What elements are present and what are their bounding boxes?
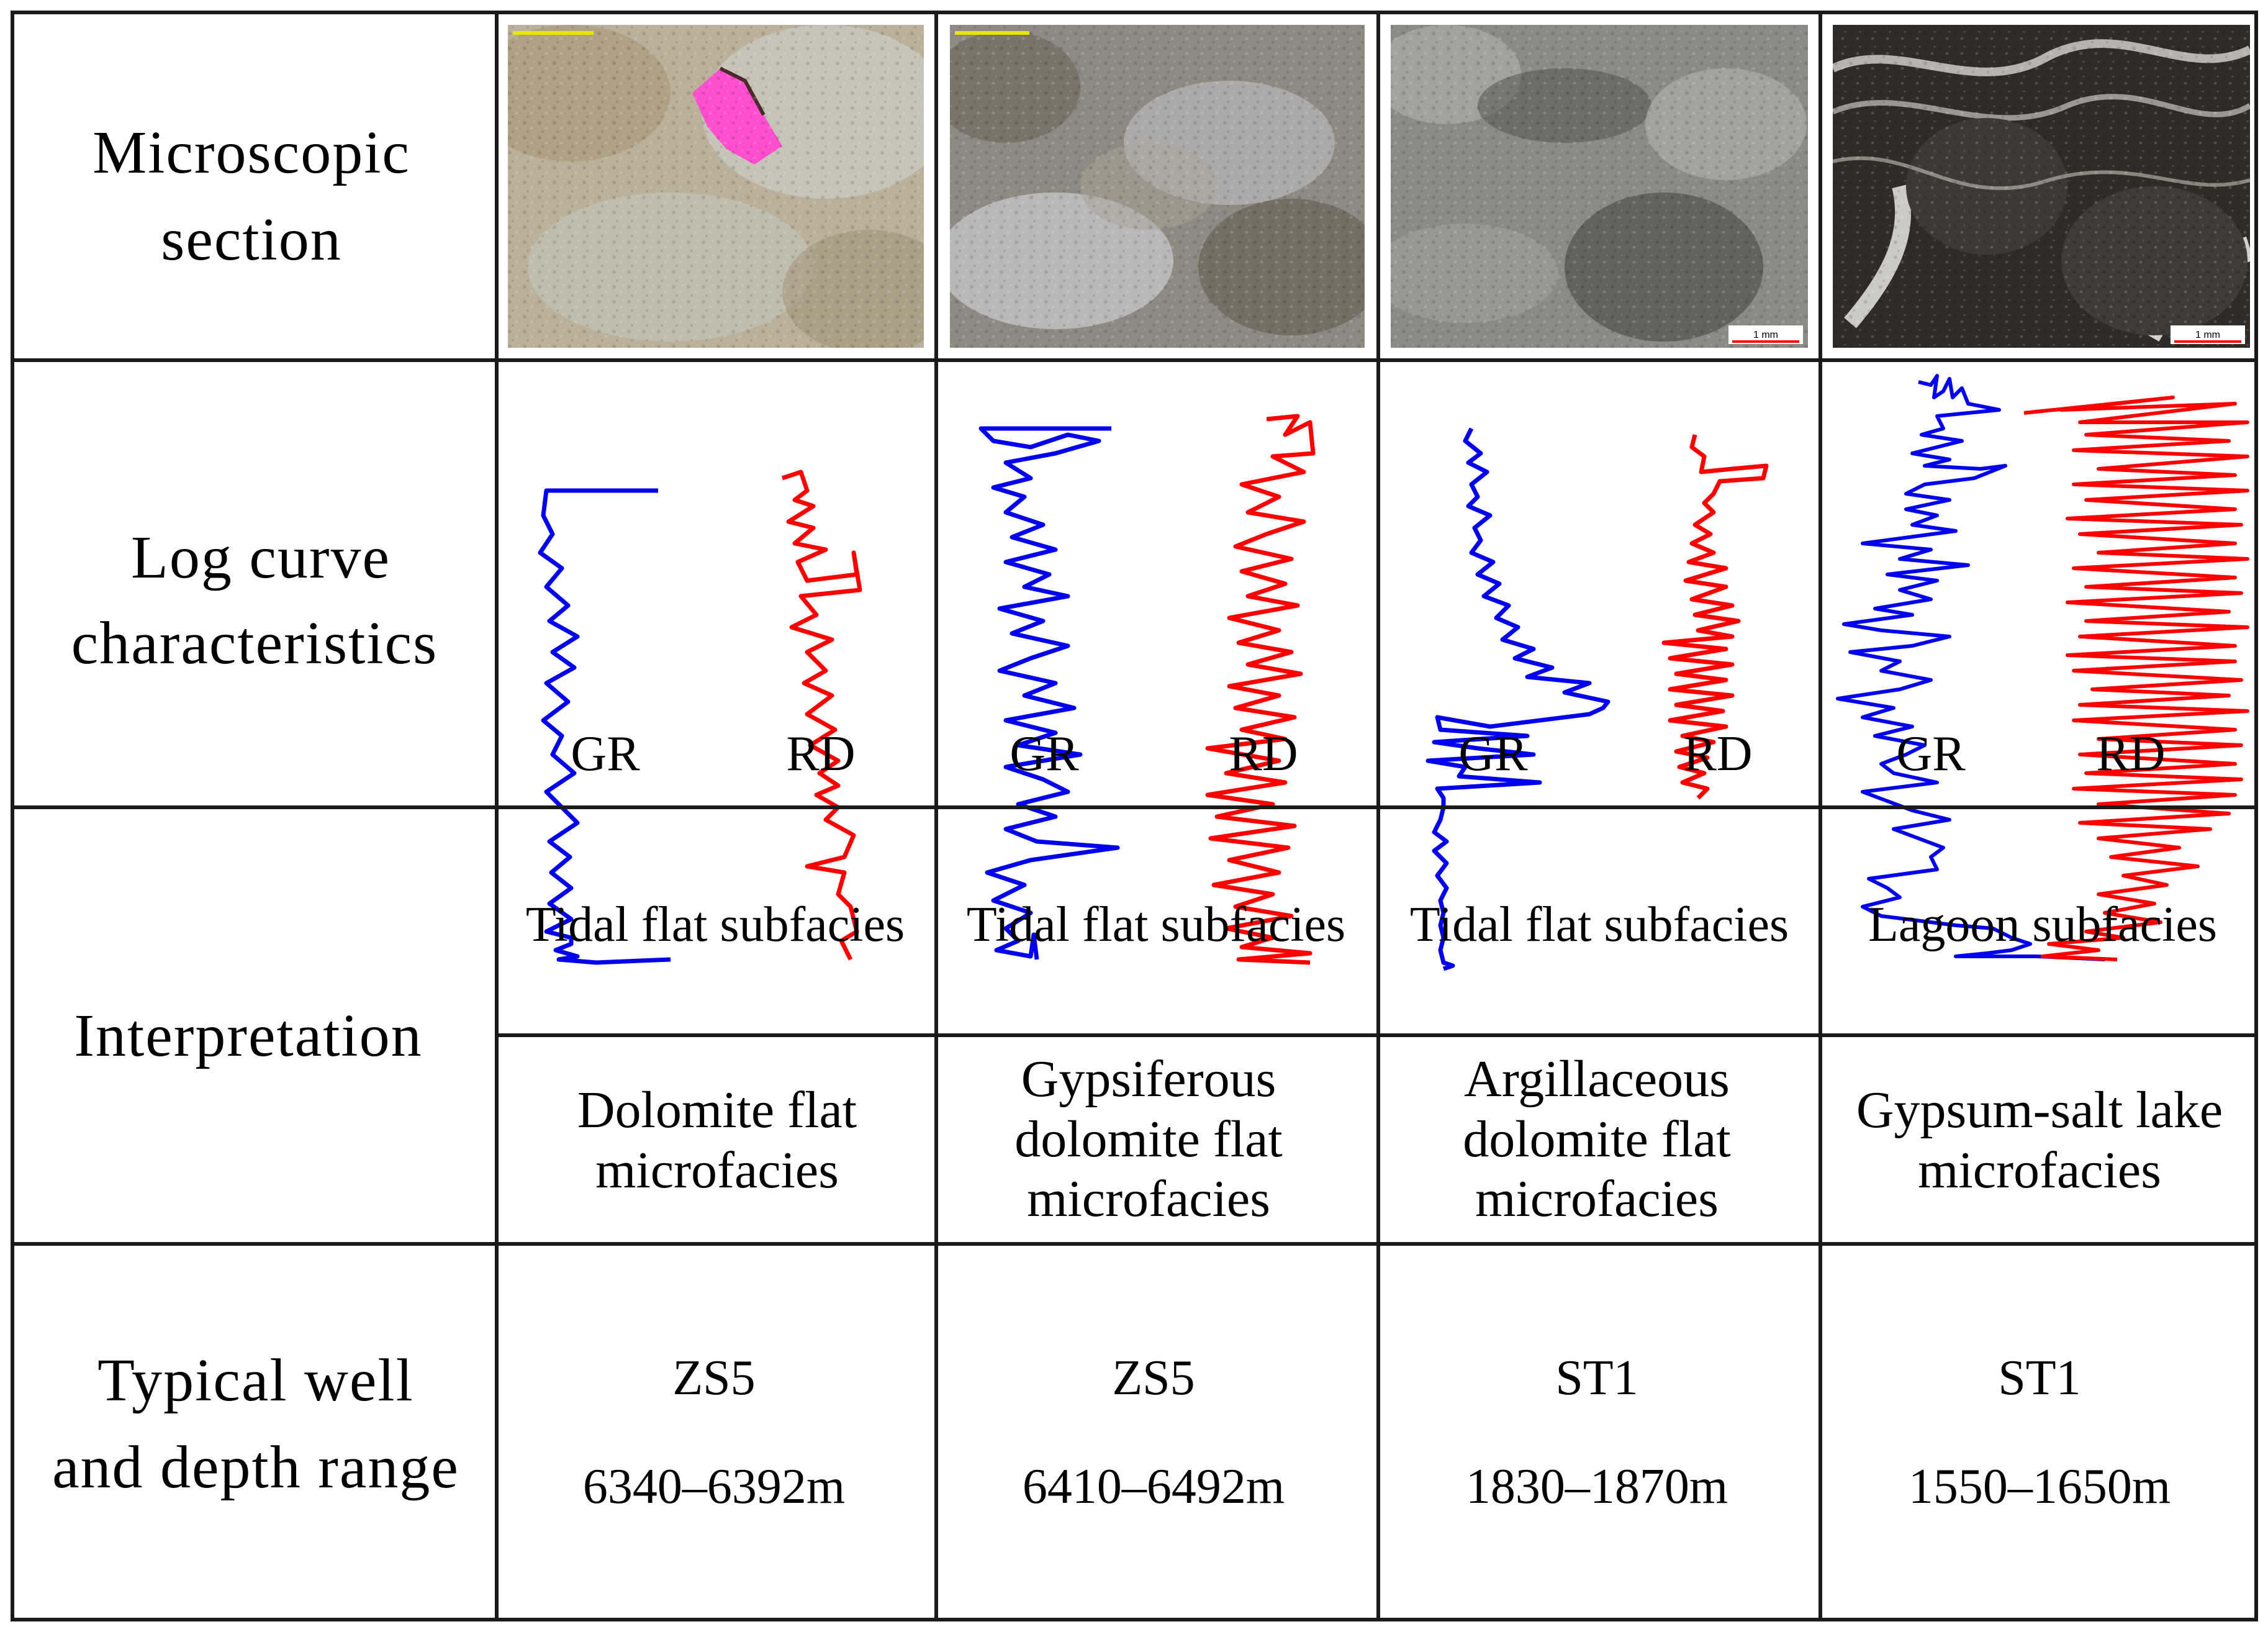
row-label-microscopic-line1: Microscopic bbox=[93, 119, 410, 186]
rd-curve-col2 bbox=[1205, 414, 1316, 965]
well-name-col3: ST1 bbox=[1555, 1351, 1638, 1405]
microfacies-col3-line1: Argillaceous bbox=[1464, 1050, 1730, 1108]
rd-curve-col4 bbox=[2023, 396, 2249, 961]
rd-curve-col3 bbox=[1661, 434, 1769, 800]
scale-bar bbox=[955, 31, 1029, 35]
well-name-col2: ZS5 bbox=[1112, 1351, 1195, 1405]
gr-curve-col2 bbox=[978, 426, 1120, 960]
gr-label: GR bbox=[571, 727, 640, 781]
microfacies-row: Dolomite flat microfacies Gypsiferous do… bbox=[577, 1050, 2223, 1228]
thin-section-photo-2 bbox=[950, 25, 1365, 348]
row-label-well-line2: and depth range bbox=[52, 1434, 459, 1501]
row-label-microscopic-line2: section bbox=[161, 206, 342, 273]
row-headers: Microscopic section Log curve characteri… bbox=[52, 119, 459, 1501]
rd-curve-col1 bbox=[781, 469, 862, 961]
row-label-well-line1: Typical well bbox=[97, 1347, 414, 1414]
depth-range-col2: 6410–6492m bbox=[1023, 1459, 1285, 1514]
microfacies-col3-line2: dolomite flat bbox=[1463, 1110, 1731, 1168]
depth-range-col4: 1550–1650m bbox=[1909, 1459, 2171, 1514]
subfacies-col1: Tidal flat subfacies bbox=[526, 897, 905, 952]
microfacies-col3-line3: microfacies bbox=[1475, 1170, 1719, 1228]
table-grid bbox=[11, 11, 2258, 1621]
microfacies-col1-line2: microfacies bbox=[595, 1141, 839, 1199]
well-name-col4: ST1 bbox=[1998, 1351, 2081, 1405]
scale-marker: 1 mm bbox=[1728, 325, 1803, 344]
depth-range-col3: 1830–1870m bbox=[1466, 1459, 1728, 1514]
rd-label: RD bbox=[1683, 727, 1752, 781]
scale-bar-label: 1 mm bbox=[1753, 330, 1778, 340]
row-label-log-line2: characteristics bbox=[71, 610, 438, 677]
gr-curve-col1 bbox=[538, 488, 671, 965]
microfacies-col2-line3: microfacies bbox=[1027, 1170, 1270, 1228]
microfacies-col4-line2: microfacies bbox=[1918, 1141, 2161, 1199]
microfacies-col2-line1: Gypsiferous bbox=[1021, 1050, 1276, 1108]
gr-curve-col3 bbox=[1425, 427, 1611, 971]
gr-label: GR bbox=[1896, 727, 1966, 781]
thin-section-photo-3: 1 mm bbox=[1391, 25, 1808, 348]
scale-bar bbox=[513, 31, 594, 35]
scale-bar-label: 1 mm bbox=[2195, 330, 2220, 340]
row-label-interpretation: Interpretation bbox=[74, 1002, 422, 1069]
scale-marker: 1 mm bbox=[2171, 325, 2245, 344]
rd-label: RD bbox=[2096, 727, 2165, 781]
curve-labels: GR RD GR RD GR RD GR RD bbox=[571, 727, 2165, 781]
row-label-log-line1: Log curve bbox=[131, 524, 391, 591]
subfacies-row: Tidal flat subfacies Tidal flat subfacie… bbox=[526, 897, 2217, 952]
depth-range-col1: 6340–6392m bbox=[583, 1459, 845, 1514]
gr-label: GR bbox=[1010, 727, 1079, 781]
microfacies-col4-line1: Gypsum-salt lake bbox=[1856, 1081, 2223, 1139]
microfacies-col2-line2: dolomite flat bbox=[1014, 1110, 1283, 1168]
rd-label: RD bbox=[1229, 727, 1298, 781]
thin-section-photo-4: 1 mm bbox=[1833, 25, 2250, 348]
gr-label: GR bbox=[1458, 727, 1528, 781]
well-row: ZS5 6340–6392m ZS5 6410–6492m ST1 1830–1… bbox=[583, 1351, 2171, 1514]
thin-section-photo-1 bbox=[508, 25, 924, 348]
rd-label: RD bbox=[786, 727, 855, 781]
subfacies-col3: Tidal flat subfacies bbox=[1410, 897, 1789, 952]
subfacies-col4: Lagoon subfacies bbox=[1868, 897, 2217, 952]
log-curves bbox=[538, 374, 2249, 971]
microfacies-col1-line1: Dolomite flat bbox=[577, 1081, 857, 1139]
gr-curve-col4 bbox=[1836, 374, 2105, 961]
subfacies-col2: Tidal flat subfacies bbox=[967, 897, 1345, 952]
well-name-col1: ZS5 bbox=[672, 1351, 755, 1405]
